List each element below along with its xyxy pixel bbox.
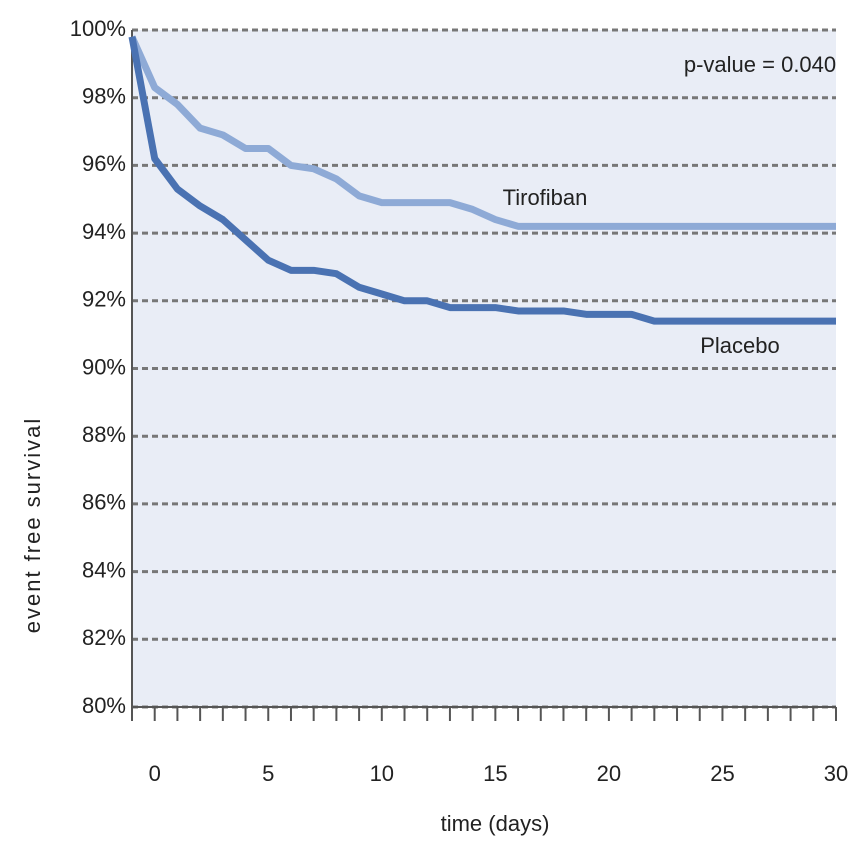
series-line (128, 35, 836, 230)
x-tick-label: 25 (710, 761, 734, 786)
series-label: Placebo (700, 333, 780, 358)
y-tick-label: 92% (82, 287, 126, 312)
annotation: p-value = 0.040 (684, 52, 836, 77)
y-tick-label: 96% (82, 151, 126, 176)
y-tick-label: 84% (82, 557, 126, 582)
series-line (128, 36, 836, 325)
x-tick-label: 15 (483, 761, 507, 786)
x-tick-label: 10 (370, 761, 394, 786)
y-tick-label: 90% (82, 354, 126, 379)
y-axis-label: event free survival (20, 417, 45, 634)
y-tick-label: 88% (82, 422, 126, 447)
y-tick-label: 100% (70, 16, 126, 41)
y-tick-label: 82% (82, 625, 126, 650)
y-tick-label: 86% (82, 490, 126, 515)
x-axis-label: time (days) (441, 811, 550, 836)
y-tick-label: 80% (82, 693, 126, 718)
x-tick-label: 30 (824, 761, 848, 786)
y-tick-label: 94% (82, 219, 126, 244)
x-tick-label: 20 (597, 761, 621, 786)
y-tick-label: 98% (82, 84, 126, 109)
x-tick-label: 5 (262, 761, 274, 786)
series-label: Tirofiban (503, 185, 588, 210)
x-tick-label: 0 (149, 761, 161, 786)
